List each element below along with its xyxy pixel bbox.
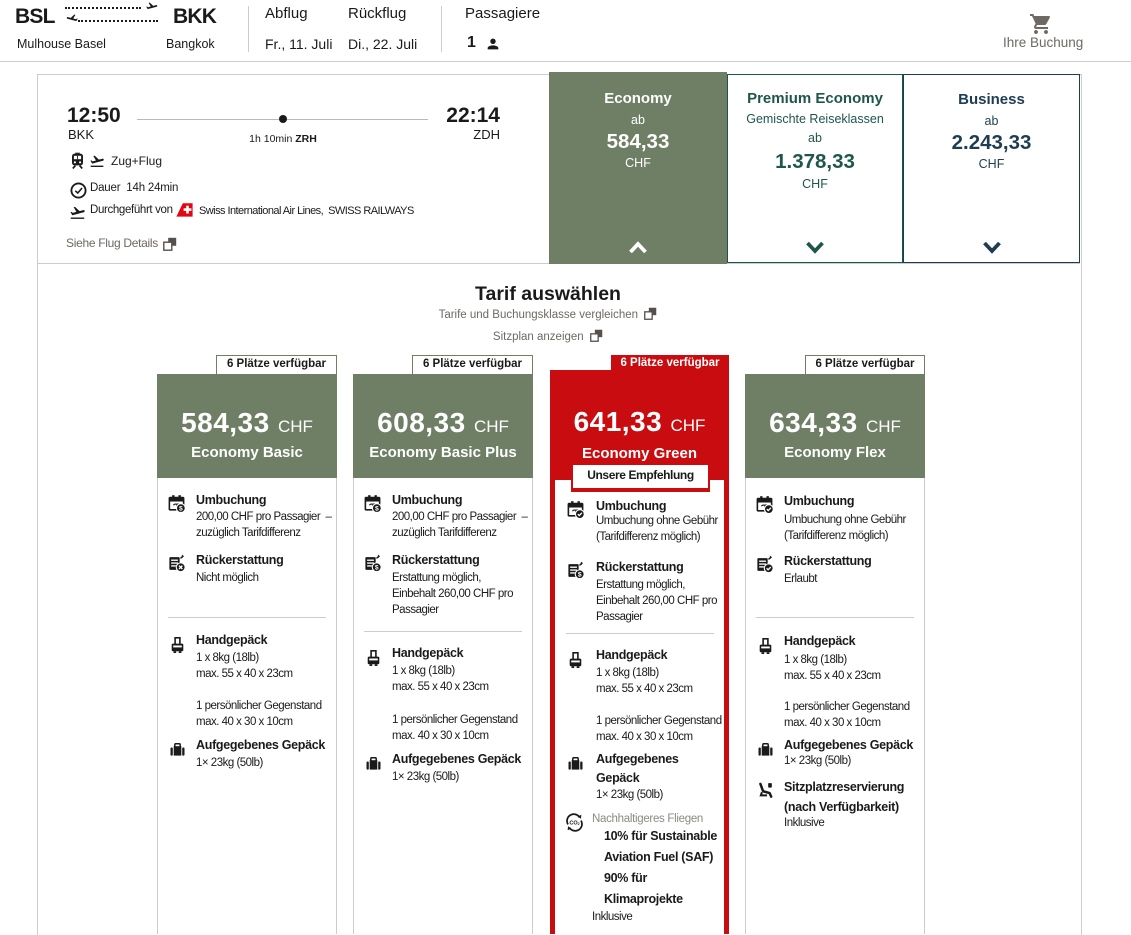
svg-text:$: $ xyxy=(578,572,582,579)
svg-text:$: $ xyxy=(375,565,379,572)
svg-text:$: $ xyxy=(375,505,379,512)
svg-text:CO2: CO2 xyxy=(569,820,579,826)
svg-text:$: $ xyxy=(179,505,183,512)
